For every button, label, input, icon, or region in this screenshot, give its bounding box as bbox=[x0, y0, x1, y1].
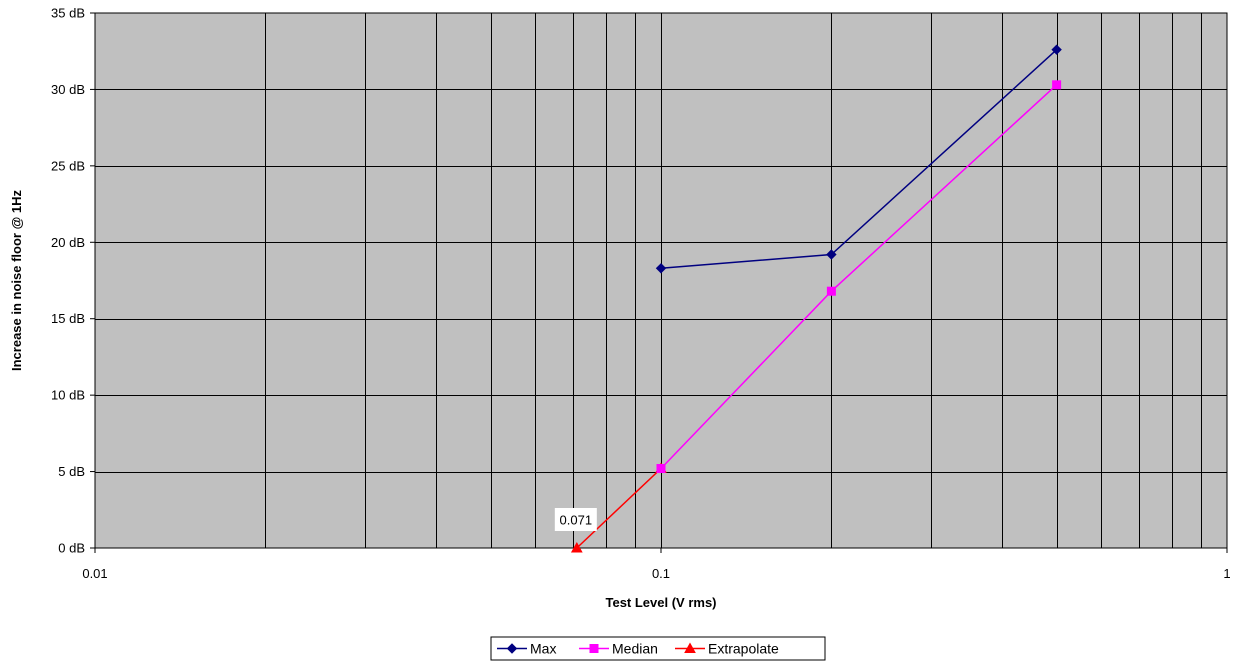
x-tick-label: 0.01 bbox=[82, 566, 107, 581]
series-line-extrapolate bbox=[576, 467, 662, 549]
data-point-max bbox=[655, 263, 667, 274]
y-tick-label: 20 dB bbox=[51, 235, 85, 250]
y-tick-label: 35 dB bbox=[51, 6, 85, 21]
data-point-median bbox=[1052, 80, 1062, 90]
y-tick-label: 0 dB bbox=[58, 541, 85, 556]
annotation-label: 0.071 bbox=[560, 513, 593, 528]
y-tick-label: 5 dB bbox=[58, 464, 85, 479]
y-tick-label: 25 dB bbox=[51, 158, 85, 173]
legend: Max Median Extrapolate bbox=[490, 636, 826, 661]
legend-marker-extrapolate bbox=[684, 642, 696, 653]
annotations: 0.071 bbox=[554, 508, 597, 531]
y-tick-label: 10 dB bbox=[51, 388, 85, 403]
series-median bbox=[656, 80, 1062, 474]
annotation-box bbox=[554, 508, 597, 531]
gridlines bbox=[95, 13, 1227, 548]
y-axis-ticks: 0 dB 5 dB 10 dB 15 dB 20 dB 25 dB 30 dB 35 dB bbox=[51, 6, 95, 556]
legend-marker-median bbox=[589, 644, 599, 653]
x-tick-label: 0.1 bbox=[652, 566, 670, 581]
y-axis-title: Increase in noise floor @ 1Hz bbox=[9, 190, 24, 372]
data-point-max bbox=[826, 249, 837, 260]
data-point-median bbox=[656, 464, 666, 474]
data-point-median bbox=[826, 286, 836, 296]
legend-marker-max bbox=[506, 643, 518, 654]
y-tick-label: 30 dB bbox=[51, 82, 85, 97]
legend-box bbox=[490, 636, 826, 661]
x-axis-ticks: 0.01 0.1 1 bbox=[82, 548, 1231, 581]
x-tick-label: 1 bbox=[1223, 566, 1230, 581]
data-point-extrapolate bbox=[570, 541, 583, 553]
x-axis-title: Test Level (V rms) bbox=[605, 595, 716, 610]
y-tick-label: 15 dB bbox=[51, 311, 85, 326]
legend-label-median: Median bbox=[612, 641, 658, 657]
legend-label-max: Max bbox=[530, 641, 556, 657]
data-point-max bbox=[1051, 44, 1062, 55]
series-layer bbox=[570, 44, 1062, 553]
series-max bbox=[655, 44, 1062, 274]
legend-label-extrapolate: Extrapolate bbox=[708, 641, 779, 657]
